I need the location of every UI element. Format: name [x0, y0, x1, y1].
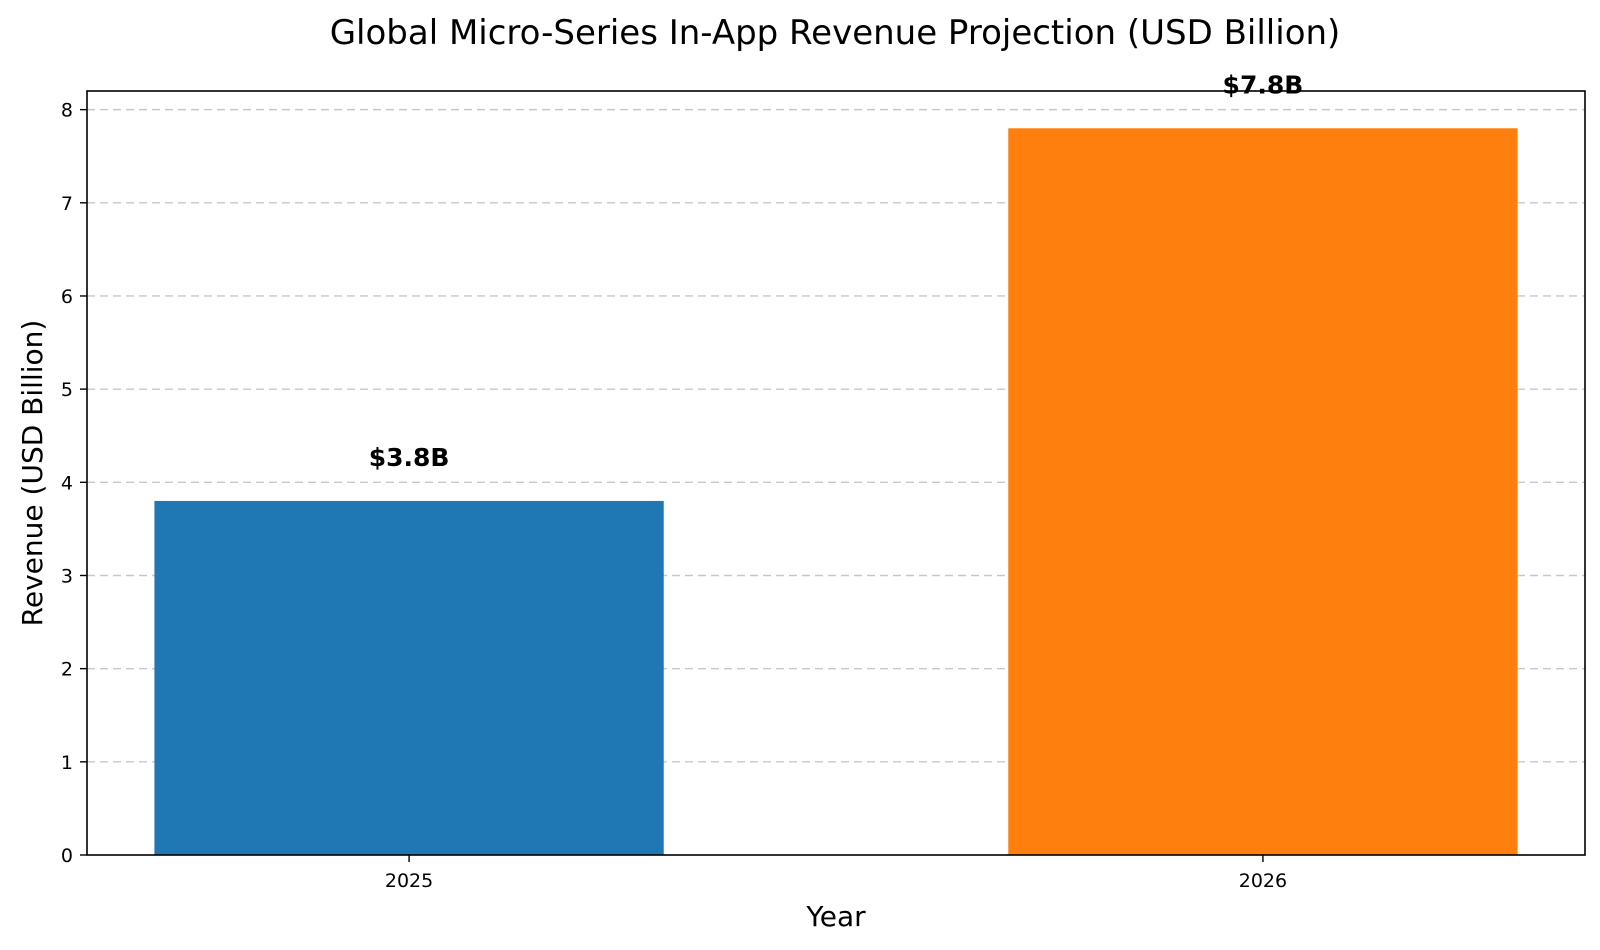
x-tick-label-2025: 2025: [385, 870, 433, 892]
y-tick-label-5: 5: [61, 379, 73, 401]
y-tick-label-3: 3: [61, 565, 73, 587]
data-label-2026: $7.8B: [1223, 70, 1304, 99]
y-tick-label-2: 2: [61, 659, 73, 681]
x-axis-ticks: 2025 2026: [385, 855, 1287, 892]
y-axis-label: Revenue (USD Billion): [16, 320, 49, 627]
plot-area-frame: [86, 90, 1586, 856]
x-axis-label: Year: [805, 900, 866, 933]
bar-2025: [154, 500, 664, 855]
x-tick-label-2026: 2026: [1239, 870, 1287, 892]
bar-2026: [1008, 128, 1518, 855]
y-tick-label-1: 1: [61, 752, 73, 774]
y-tick-label-7: 7: [61, 193, 73, 215]
y-tick-label-6: 6: [61, 286, 73, 308]
data-labels: $3.8B $7.8B: [369, 70, 1304, 472]
chart-title: Global Micro-Series In-App Revenue Proje…: [330, 13, 1341, 53]
y-tick-label-4: 4: [61, 472, 73, 494]
y-tick-label-0: 0: [61, 845, 73, 867]
y-axis-ticks: 0 1 2 3 4 5 6 7 8: [61, 100, 87, 867]
y-tick-label-8: 8: [61, 100, 73, 122]
data-label-2025: $3.8B: [369, 443, 450, 472]
bars: [154, 128, 1518, 855]
